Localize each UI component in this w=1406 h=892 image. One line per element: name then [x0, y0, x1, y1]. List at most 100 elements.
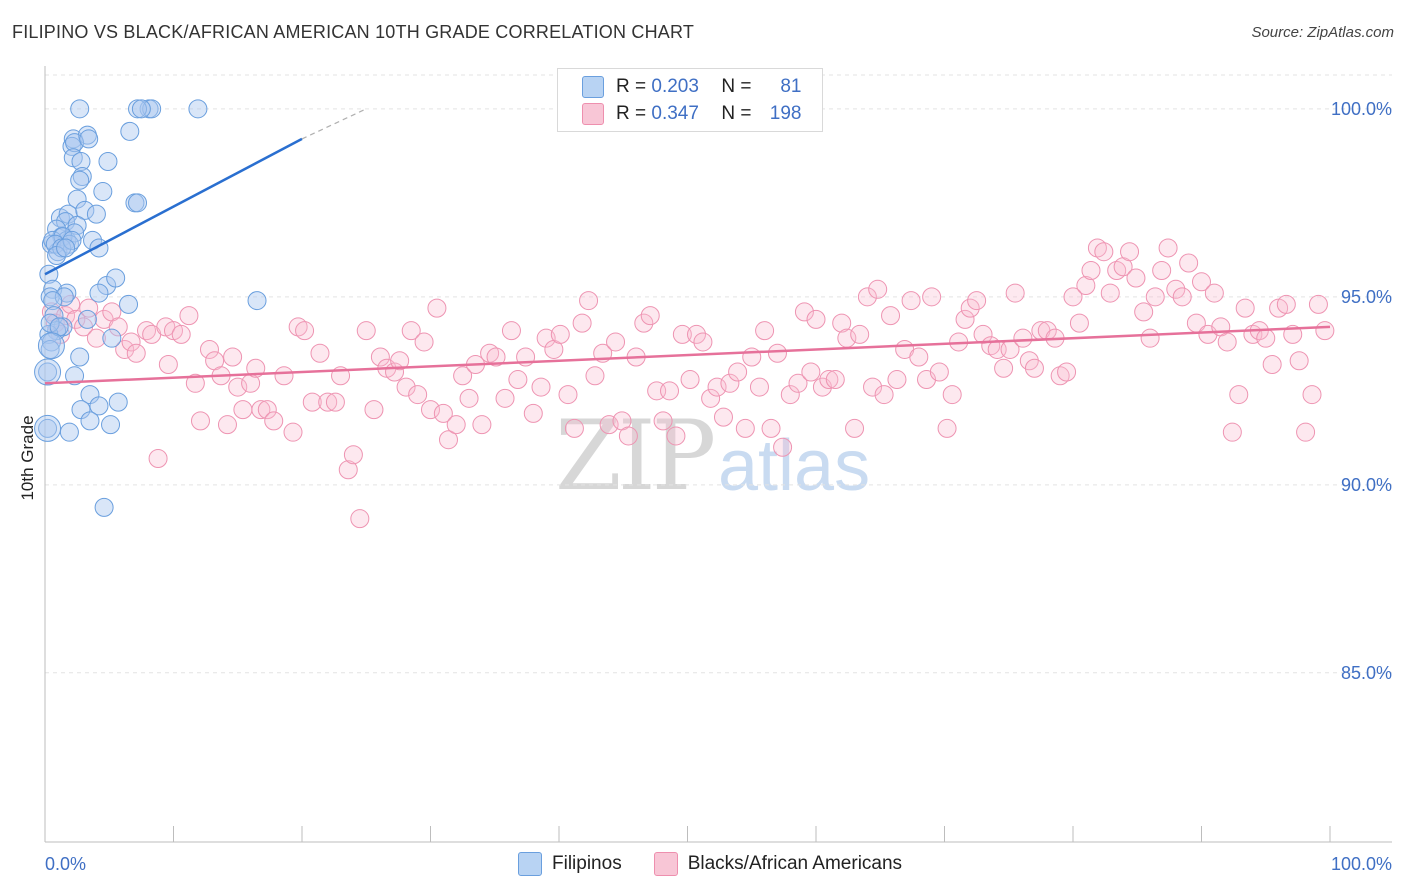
black-point: [1289, 351, 1309, 371]
black-point: [1005, 283, 1025, 303]
black-point: [1094, 242, 1114, 262]
black-point: [585, 366, 605, 386]
filipino-point-large: [37, 332, 65, 360]
y-tick-label: 90.0%: [1341, 475, 1392, 495]
legend-blacks-label: Blacks/African Americans: [687, 853, 903, 874]
black-point: [728, 362, 748, 382]
filipino-point-large: [34, 358, 62, 386]
filipino-point: [120, 121, 140, 141]
black-point: [199, 339, 219, 359]
black-point: [686, 324, 706, 344]
black-point: [801, 362, 821, 382]
black-point: [1262, 355, 1282, 375]
black-point: [1229, 385, 1249, 405]
black-point: [1069, 313, 1089, 333]
black-point: [427, 298, 447, 318]
black-point: [599, 415, 619, 435]
black-point: [1222, 422, 1242, 442]
black-point: [1087, 238, 1107, 258]
legend-r-value: 0.203: [651, 76, 699, 97]
black-point: [251, 400, 271, 420]
black-point: [396, 377, 416, 397]
filipino-point: [43, 291, 63, 311]
black-point: [1158, 238, 1178, 258]
black-point: [794, 302, 814, 322]
x-tick-label: 100.0%: [1331, 854, 1392, 874]
filipino-point: [65, 133, 85, 153]
black-point: [640, 306, 660, 326]
black-point: [660, 381, 680, 401]
black-point: [863, 377, 883, 397]
black-point: [223, 347, 243, 367]
y-tick-label: 85.0%: [1341, 663, 1392, 683]
black-point: [742, 347, 762, 367]
black-point: [901, 291, 921, 311]
legend-row-filipinos: R = 0.203 N = 81: [582, 74, 802, 100]
black-point: [486, 347, 506, 367]
filipino-point: [119, 294, 139, 314]
filipino-point: [89, 283, 109, 303]
x-tick-label: 0.0%: [45, 854, 86, 874]
source-credit: Source: ZipAtlas.com: [1251, 24, 1394, 41]
filipino-point: [43, 279, 63, 299]
black-point: [693, 332, 713, 352]
black-point: [967, 291, 987, 311]
black-point: [1315, 321, 1335, 341]
filipino-point: [89, 396, 109, 416]
black-point: [459, 388, 479, 408]
watermark-atlas: atlas: [718, 426, 871, 506]
black-point: [356, 321, 376, 341]
black-point: [572, 313, 592, 333]
black-point: [310, 343, 330, 363]
filipino-point: [188, 99, 208, 119]
black-point: [408, 385, 428, 405]
black-point: [937, 418, 957, 438]
filipino-point: [142, 99, 162, 119]
black-point: [550, 324, 570, 344]
black-point: [1166, 279, 1186, 299]
black-point: [1013, 328, 1033, 348]
filipino-point: [247, 291, 267, 311]
black-point: [274, 366, 294, 386]
stats-legend: R = 0.203 N = 81 R = 0.347 N = 198: [557, 68, 823, 132]
filipino-point: [108, 392, 128, 412]
black-point: [845, 418, 865, 438]
legend-r-label: R =: [616, 103, 647, 124]
filipino-point: [38, 362, 58, 382]
legend-r-label: R =: [616, 76, 647, 97]
black-point: [338, 460, 358, 480]
black-point: [1204, 283, 1224, 303]
filipino-point: [49, 317, 69, 337]
filipino-point: [65, 366, 85, 386]
filipino-point: [86, 204, 106, 224]
black-point: [1134, 302, 1154, 322]
black-point: [1192, 272, 1211, 292]
filipino-point: [67, 215, 87, 235]
black-point: [909, 347, 929, 367]
black-point: [264, 411, 284, 431]
black-point: [832, 313, 852, 333]
black-point: [1172, 287, 1192, 307]
black-point: [343, 445, 363, 465]
filipino-point: [128, 193, 148, 213]
filipino-point: [40, 287, 60, 307]
black-point: [558, 385, 578, 405]
black-point: [217, 415, 237, 435]
black-point: [137, 321, 157, 341]
black-point: [390, 351, 410, 371]
black-point: [1302, 385, 1322, 405]
black-point: [508, 370, 528, 390]
chart-title: FILIPINO VS BLACK/AFRICAN AMERICAN 10TH …: [12, 22, 695, 42]
legend-filipinos-label: Filipinos: [552, 853, 622, 874]
black-point: [707, 377, 727, 397]
series-legend: Filipinos Blacks/African Americans: [518, 852, 902, 876]
black-point: [701, 388, 721, 408]
filipino-trend-line: [44, 137, 303, 276]
black-point: [713, 407, 733, 427]
black-point: [564, 418, 584, 438]
black-point: [288, 317, 308, 337]
legend-n-value: 198: [769, 103, 802, 124]
black-point: [295, 321, 315, 341]
black-point: [955, 309, 975, 329]
